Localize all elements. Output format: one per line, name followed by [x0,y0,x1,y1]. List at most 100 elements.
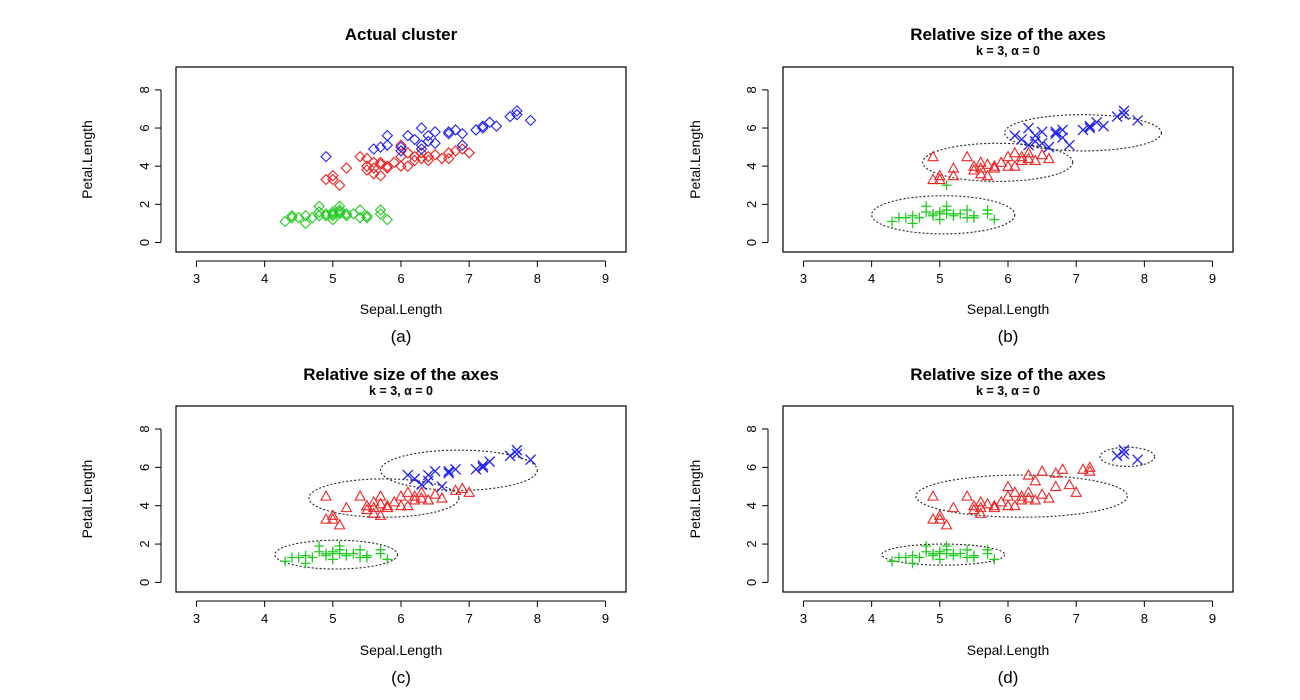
data-point [1008,160,1021,171]
data-point [299,209,312,222]
cluster-ellipse [871,195,1016,235]
data-point [429,126,441,138]
data-point [354,489,367,501]
data-point [429,488,442,499]
data-point [361,152,373,165]
data-point [483,116,496,129]
y-tick-label: 8 [137,425,152,432]
cluster-ellipse [881,543,1006,566]
data-point [490,120,503,132]
data-point [1118,448,1130,460]
x-axis-label: Sepal.Length [360,642,443,658]
data-point [1077,124,1089,136]
series-1 [279,200,394,230]
y-tick-label: 4 [137,502,152,509]
chart-subtitle: k = 3, α = 0 [976,384,1040,398]
data-point [511,444,523,456]
data-point [340,501,353,513]
data-point [402,147,414,159]
data-point [374,156,387,169]
data-point [921,540,932,551]
series-2 [320,139,475,192]
data-point [1022,146,1035,158]
x-tick-label: 6 [1004,611,1011,626]
data-point [1008,146,1021,158]
y-tick-label: 2 [744,540,759,547]
data-point [1002,480,1014,492]
data-point [933,513,946,524]
data-point [1008,499,1021,511]
data-point [477,122,489,134]
data-point [928,210,938,221]
x-tick-label: 6 [397,271,404,286]
x-tick-label: 4 [868,271,875,286]
data-point [299,217,312,230]
data-point [511,448,523,460]
data-point [982,548,993,559]
data-point [1008,486,1021,497]
x-tick-label: 6 [397,611,404,626]
cluster-ellipse [922,142,1074,182]
y-axis-label: Petal.Length [79,460,95,539]
data-point [974,507,987,518]
x-tick-label: 3 [193,271,200,286]
data-point [388,156,400,169]
data-point [1015,493,1028,505]
data-point [333,200,346,213]
data-point [927,489,939,501]
data-point [429,137,441,150]
data-point [374,497,387,509]
x-tick-label: 3 [800,271,807,286]
data-point [1043,141,1055,153]
data-point [1002,499,1014,511]
y-tick-label: 6 [137,464,152,471]
data-point [988,161,1001,173]
data-point [1036,137,1048,149]
data-point [401,486,414,497]
y-tick-label: 4 [744,502,759,509]
x-tick-label: 5 [936,271,943,286]
data-point [941,544,952,555]
data-point [395,139,407,151]
data-point [286,209,298,222]
data-point [361,550,372,561]
series-3 [402,444,537,492]
series-1 [280,540,393,569]
data-point [402,469,414,481]
data-point [484,456,496,468]
y-tick-label: 8 [744,425,759,432]
data-point [429,465,441,477]
data-point [1070,486,1083,497]
data-point [1049,480,1062,492]
x-tick-label: 7 [466,611,473,626]
data-point [320,150,332,163]
data-point [1029,493,1042,505]
series-1 [887,180,1000,229]
data-point [327,169,339,182]
data-point [402,160,414,172]
data-point [921,201,932,212]
data-point [463,486,476,497]
data-point [415,479,427,491]
data-point [961,150,974,162]
data-point [907,558,918,569]
data-point [395,141,407,153]
data-point [1057,124,1069,136]
data-point [381,129,394,142]
data-point [300,558,311,569]
data-point [1036,465,1049,476]
data-point [1118,105,1130,117]
y-tick-label: 2 [137,201,152,208]
data-point [1042,152,1055,164]
data-point [928,550,938,561]
data-point [1097,120,1109,132]
data-point [941,180,952,191]
data-point [504,110,516,123]
data-point [456,482,469,494]
data-point [326,513,339,524]
data-point [443,467,455,479]
data-point [415,122,428,134]
data-point [361,209,373,222]
series-2 [927,461,1096,530]
data-point [1029,135,1041,147]
